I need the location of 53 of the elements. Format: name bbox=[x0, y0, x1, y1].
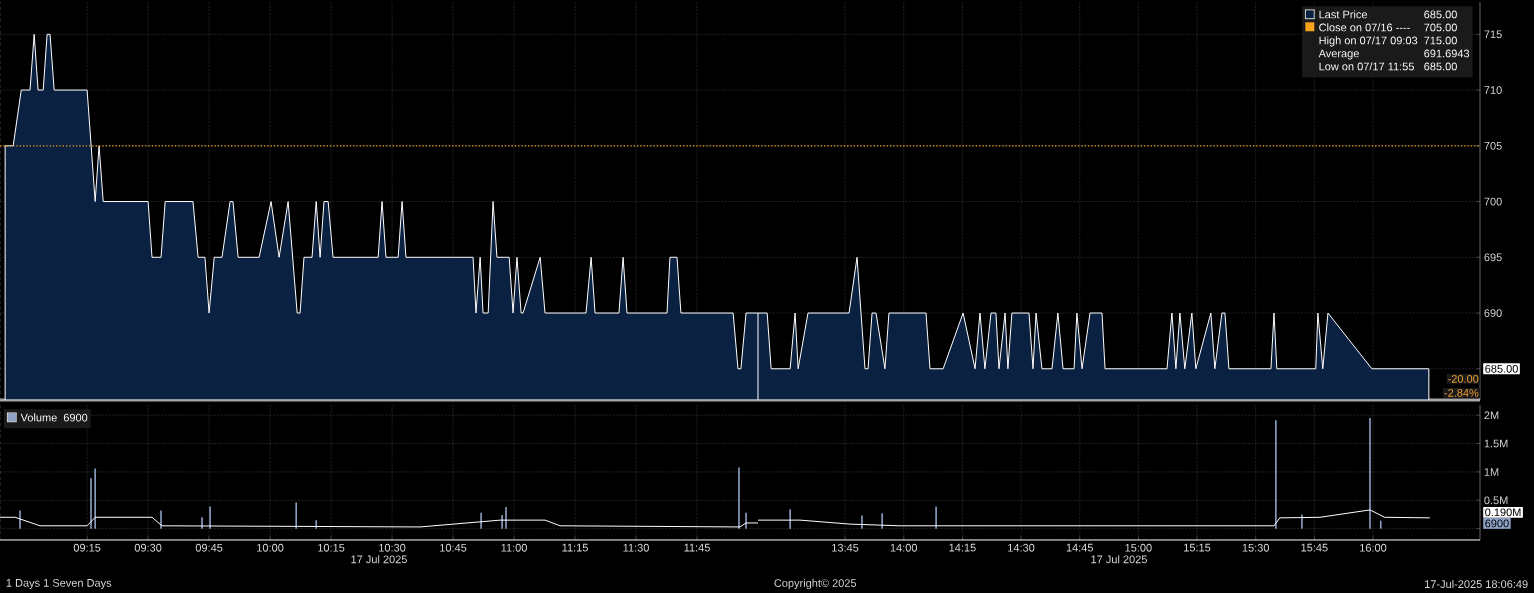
legend-label: Close on 07/16 ---- bbox=[1319, 23, 1410, 32]
x-tick-label: 14:45 bbox=[1066, 543, 1093, 552]
text: 1 Days 1 Seven Days bbox=[6, 579, 112, 589]
x-tick-label: 09:15 bbox=[73, 543, 101, 552]
text: Copyright© 2025 bbox=[774, 578, 857, 590]
annotation: 691.6943 bbox=[1424, 49, 1470, 58]
x-axis-title: 17 Jul 2025 bbox=[1091, 555, 1147, 564]
x-tick-label: 10:00 bbox=[257, 543, 284, 552]
annotation: High on 07/17 09:03 bbox=[1319, 36, 1418, 47]
x-tick-label: 14:00 bbox=[890, 543, 918, 552]
annotation: -2.84% bbox=[1444, 389, 1479, 397]
y-tick-label: 0.5M bbox=[1484, 496, 1508, 505]
x-tick-label: 11:30 bbox=[623, 543, 649, 552]
x-tick-label: 15:15 bbox=[1184, 543, 1211, 552]
text: 6900 bbox=[1485, 519, 1509, 528]
y-tick-label: 690 bbox=[1484, 309, 1502, 317]
x-tick-label: 11:00 bbox=[501, 543, 527, 552]
x-tick-label: 10:15 bbox=[318, 543, 345, 552]
annotation: Average bbox=[1318, 49, 1359, 60]
x-tick-label: 16:00 bbox=[1360, 543, 1387, 552]
annotation: Low on 07/17 11:55 bbox=[1319, 62, 1414, 71]
x-tick-label: 15:00 bbox=[1125, 543, 1152, 552]
text: 17-Jul-2025 18:06:49 bbox=[1425, 579, 1528, 589]
annotation: 715.00 bbox=[1424, 36, 1457, 45]
x-tick-label: 14:30 bbox=[1008, 543, 1035, 552]
y-tick-label: 705 bbox=[1484, 141, 1502, 150]
annotation: 685.00 bbox=[1424, 62, 1457, 71]
x-tick-label: 14:15 bbox=[949, 543, 976, 552]
annotation: 705.00 bbox=[1424, 23, 1457, 32]
y-tick-label: 715 bbox=[1484, 30, 1502, 39]
legend-label: Volume bbox=[20, 413, 57, 422]
x-tick-label: 11:45 bbox=[684, 543, 710, 552]
legend-label: Last Price bbox=[1319, 10, 1368, 19]
y-tick-label: 1.5M bbox=[1484, 439, 1508, 448]
annotation: 6900 bbox=[63, 413, 88, 422]
x-tick-label: 09:45 bbox=[195, 543, 223, 552]
x-tick-label: 09:30 bbox=[134, 543, 162, 552]
y-tick-label: 2M bbox=[1484, 411, 1499, 420]
annotation: 685.00 bbox=[1424, 10, 1457, 19]
x-tick-label: 11:15 bbox=[562, 543, 588, 552]
x-tick-label: 10:30 bbox=[379, 543, 406, 552]
x-tick-label: 15:45 bbox=[1301, 543, 1328, 552]
y-tick-label: 1M bbox=[1484, 468, 1499, 476]
y-tick-label: 700 bbox=[1484, 197, 1502, 206]
text: 0.190M bbox=[1485, 508, 1521, 517]
y-tick-label: 695 bbox=[1484, 253, 1502, 262]
x-axis-title: 17 Jul 2025 bbox=[351, 555, 407, 564]
x-tick-label: 10:45 bbox=[440, 543, 467, 552]
x-tick-label: 15:30 bbox=[1242, 543, 1270, 552]
y-tick-label: 710 bbox=[1484, 86, 1502, 94]
annotation: -20.00 bbox=[1448, 375, 1479, 383]
text: 685.00 bbox=[1485, 364, 1518, 373]
x-tick-label: 13:45 bbox=[832, 543, 859, 552]
